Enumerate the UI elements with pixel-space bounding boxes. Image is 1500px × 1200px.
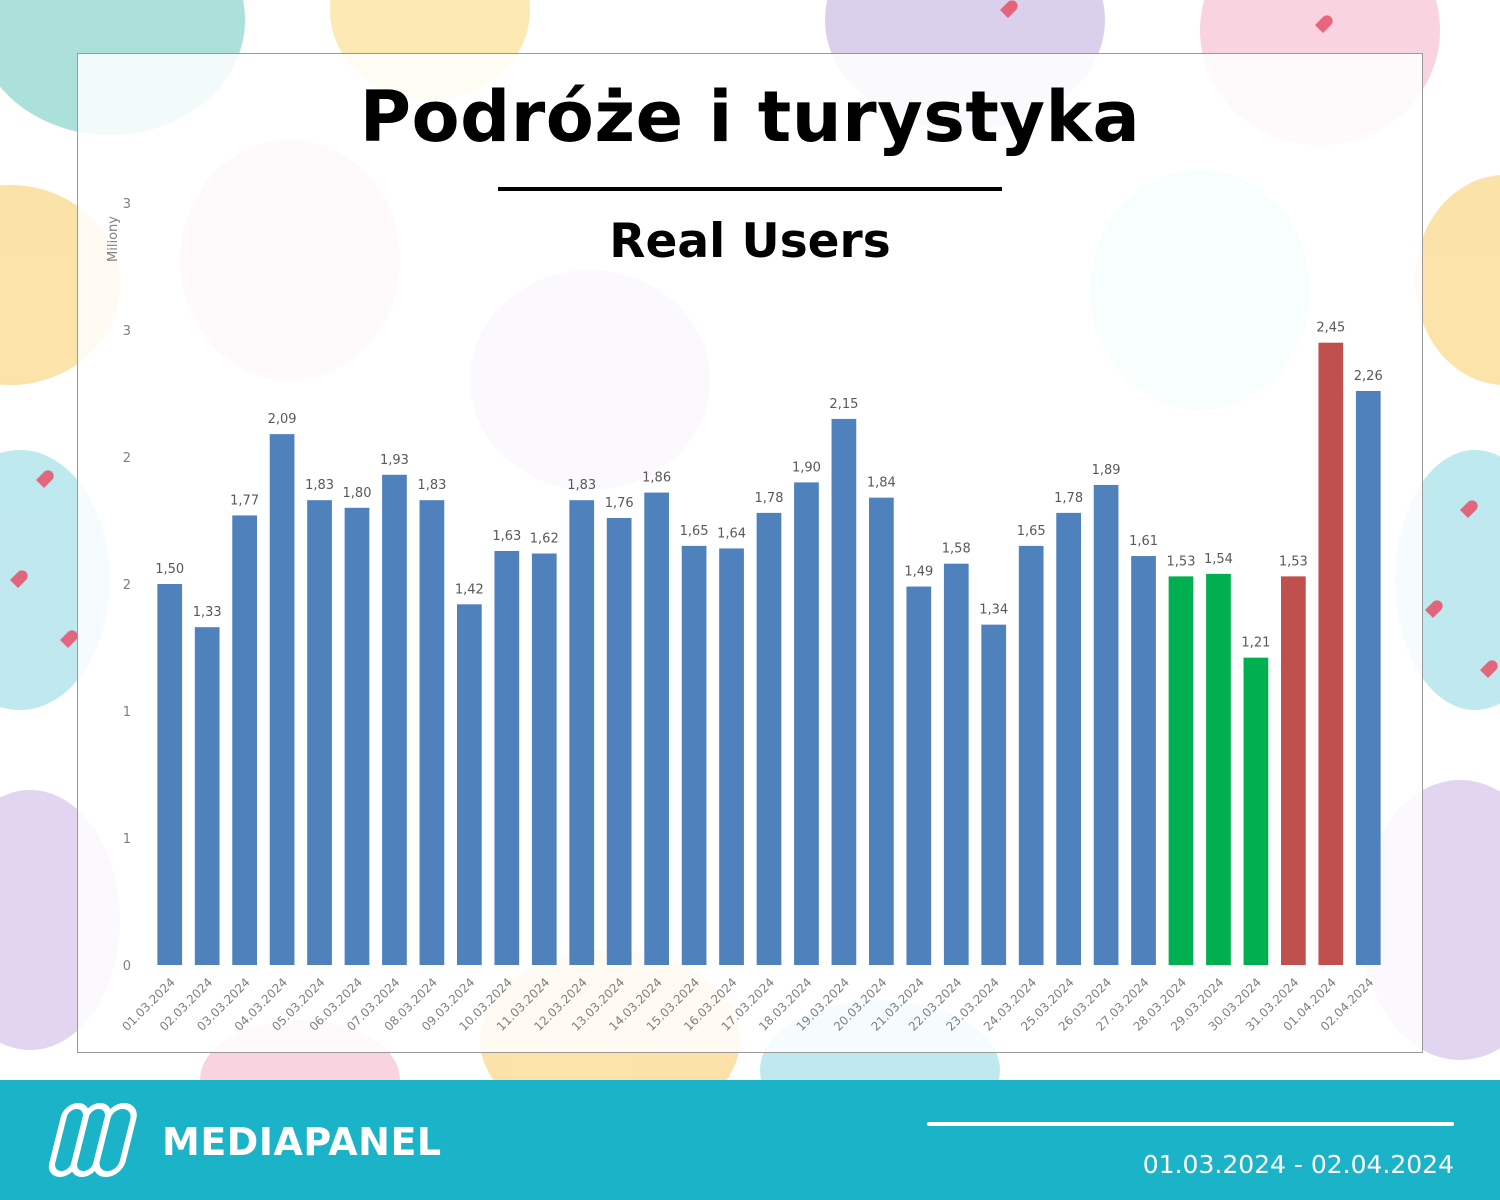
- y-tick-label: 2: [123, 451, 131, 466]
- bar: [1018, 545, 1044, 965]
- bar: [981, 624, 1007, 965]
- bar-value-label: 1,62: [530, 532, 559, 547]
- bar-value-label: 1,33: [193, 605, 222, 620]
- bar-value-label: 2,15: [829, 397, 858, 412]
- x-axis-ticks: 01.03.202402.03.202403.03.202404.03.2024…: [119, 975, 1376, 1033]
- bar-value-label: 1,50: [155, 562, 184, 577]
- bar: [606, 517, 632, 965]
- bar-value-label: 1,65: [680, 524, 709, 539]
- bar-value-label: 1,54: [1204, 552, 1233, 567]
- bar: [1093, 484, 1119, 965]
- bar-value-label: 1,61: [1129, 534, 1158, 549]
- chart-subtitle: Real Users: [609, 214, 891, 269]
- bar: [157, 584, 183, 965]
- bar-value-label: 1,53: [1279, 554, 1308, 569]
- bar: [869, 497, 894, 965]
- bar: [307, 500, 332, 965]
- bar-value-label: 1,49: [904, 565, 933, 580]
- y-tick-label: 0: [123, 959, 131, 974]
- bar-value-label: 1,78: [755, 491, 784, 506]
- bar: [1355, 390, 1381, 966]
- bar: [457, 604, 482, 965]
- bar-value-label: 1,86: [642, 471, 671, 486]
- bar-value-label: 1,65: [1017, 524, 1046, 539]
- y-tick-label: 1: [123, 705, 131, 720]
- footer-bar: MEDIAPANEL 01.03.2024 - 02.04.2024: [0, 1080, 1500, 1200]
- bar: [831, 418, 857, 965]
- bar-value-label: 1,83: [567, 478, 596, 493]
- title-divider: [498, 187, 1002, 191]
- bar: [382, 474, 407, 965]
- bar: [269, 434, 295, 965]
- bar-value-label: 1,76: [605, 496, 634, 511]
- bar: [1206, 573, 1231, 965]
- bar: [232, 515, 257, 965]
- brand-name: MEDIAPANEL: [162, 1120, 442, 1164]
- bar-value-label: 2,26: [1354, 369, 1383, 384]
- bar-value-label: 1,63: [492, 529, 521, 544]
- bar-value-label: 1,77: [230, 493, 259, 508]
- bar: [1281, 576, 1306, 965]
- bar-value-label: 1,34: [979, 603, 1008, 618]
- bar: [1056, 512, 1081, 965]
- bar-value-label: 1,42: [455, 582, 484, 597]
- bar-value-label: 2,45: [1316, 321, 1345, 336]
- bar-chart: Miliony 0 1 1 2 2 3 3 1,50 1,33 1,77 2,09 1,83 1,80…: [106, 197, 1383, 1034]
- y-tick-label: 3: [123, 197, 131, 212]
- bar-value-label: 1,89: [1092, 463, 1121, 478]
- bar-value-label: 1,93: [380, 453, 409, 468]
- chart-panel: Podróże i turystyka Real Users: [77, 53, 1423, 1053]
- y-axis-label: Miliony: [106, 216, 121, 262]
- bar: [344, 507, 370, 965]
- bar: [1168, 576, 1194, 965]
- bar: [531, 553, 557, 965]
- date-range: 01.03.2024 - 02.04.2024: [1142, 1150, 1454, 1179]
- bar: [419, 500, 445, 965]
- bar-value-label: 1,53: [1167, 554, 1196, 569]
- footer-divider: [927, 1122, 1454, 1126]
- y-tick-label: 2: [123, 578, 131, 593]
- bar: [644, 492, 669, 965]
- bar-value-label: 1,80: [343, 486, 372, 501]
- bar: [1131, 556, 1156, 965]
- bar: [719, 548, 744, 965]
- y-axis-ticks: 0 1 1 2 2 3 3: [123, 197, 131, 974]
- bar-value-label: 1,64: [717, 526, 746, 541]
- bar-value-label: 1,83: [417, 478, 446, 493]
- bar-value-label: 1,21: [1241, 636, 1270, 651]
- bar: [794, 482, 819, 965]
- bar: [494, 550, 520, 965]
- chart-title: Podróże i turystyka: [359, 76, 1141, 158]
- bar: [569, 500, 595, 965]
- bar-value-label: 1,84: [867, 476, 896, 491]
- bar-value-label: 1,78: [1054, 491, 1083, 506]
- bar: [681, 545, 707, 965]
- mediapanel-logo-icon: [48, 1103, 137, 1177]
- bar: [1243, 657, 1269, 965]
- bar: [194, 627, 220, 965]
- bar-value-label: 1,58: [942, 542, 971, 557]
- bar-series: 1,50 1,33 1,77 2,09 1,83 1,80 1,93 1,83 1,42 1,63…: [155, 321, 1383, 966]
- y-tick-label: 1: [123, 832, 131, 847]
- bar: [1318, 342, 1344, 965]
- bar-value-label: 1,90: [792, 460, 821, 475]
- bar: [756, 512, 782, 965]
- bar-value-label: 1,83: [305, 478, 334, 493]
- bar: [906, 586, 932, 965]
- bar: [943, 563, 969, 965]
- bar-value-label: 2,09: [268, 412, 297, 427]
- y-tick-label: 3: [123, 324, 131, 339]
